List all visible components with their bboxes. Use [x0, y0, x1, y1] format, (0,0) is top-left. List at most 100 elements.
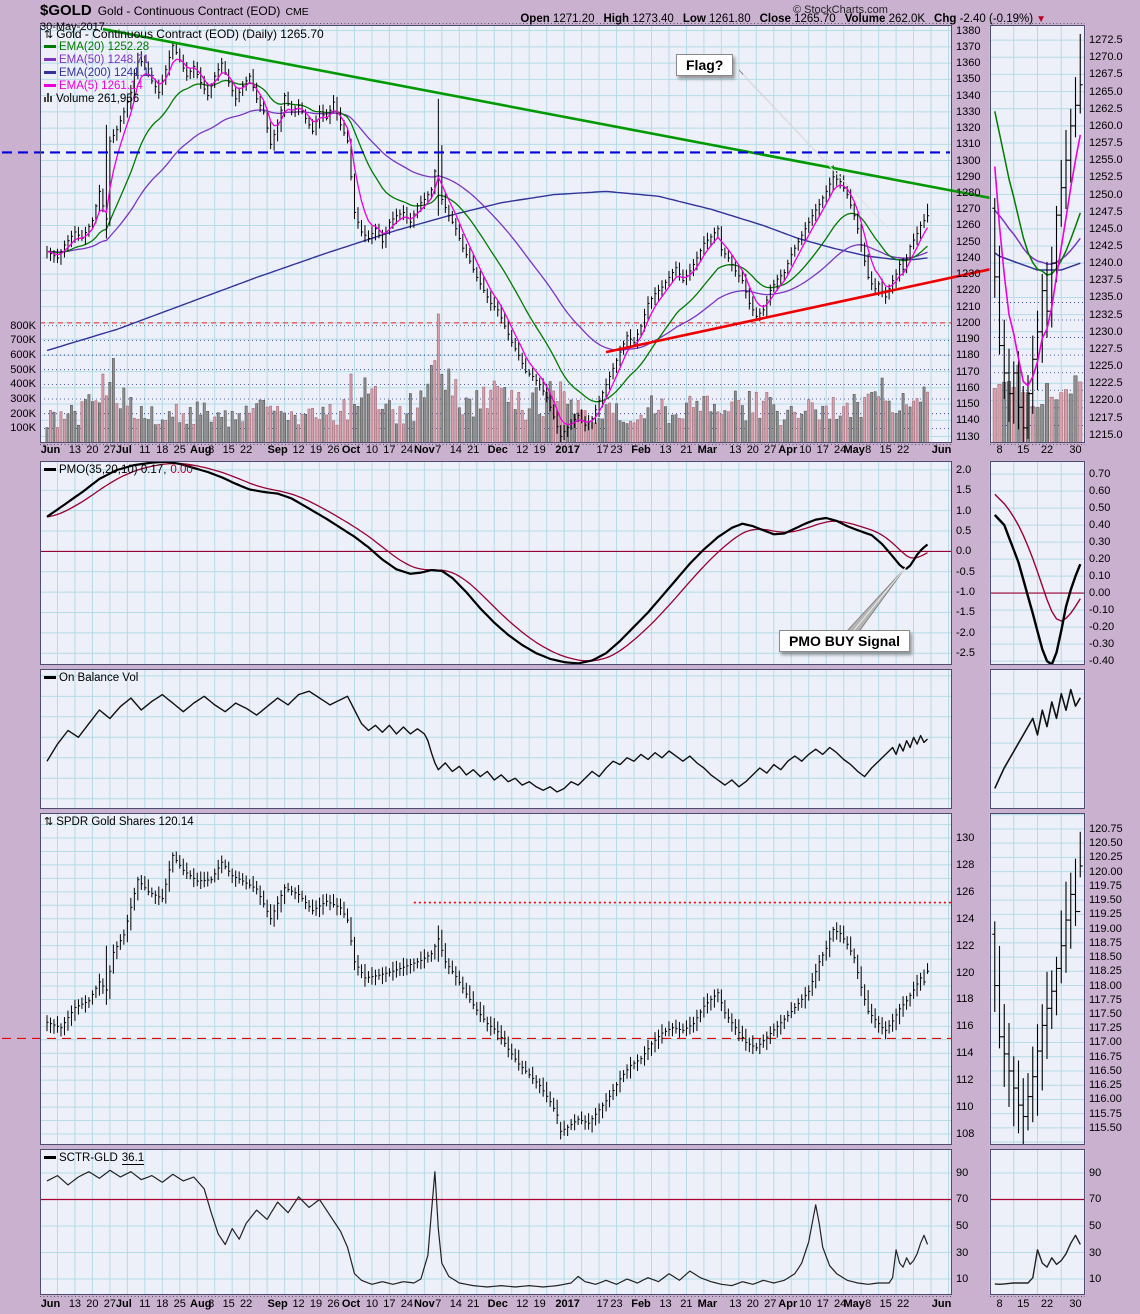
sctr-axis-label: 70	[956, 1193, 969, 1206]
sctr-axis-label: 50	[956, 1219, 969, 1232]
price-title: Gold - Continuous Contract (EOD) (Daily)…	[56, 27, 324, 41]
volume-axis-label: 400K	[10, 378, 36, 391]
exchange: CME	[285, 6, 309, 18]
obv-line-swatch	[44, 676, 56, 680]
spdr-legend: ⇅ SPDR Gold Shares 120.14	[44, 816, 194, 829]
price-inset-axis-label: 1267.5	[1089, 68, 1123, 81]
spdr-axis-label: 118	[956, 993, 974, 1006]
spdr-inset-axis-label: 119.25	[1089, 908, 1122, 921]
price-inset-axis-label: 1257.5	[1089, 137, 1123, 150]
pmo-inset-axis-label: 0.20	[1089, 553, 1111, 566]
obv-label: On Balance Vol	[59, 672, 139, 684]
x-axis-label: 27	[764, 444, 777, 456]
quote-value: 1271.20	[549, 13, 595, 25]
x-axis-label: 21	[680, 1298, 693, 1310]
x-axis-label: 11	[139, 444, 151, 456]
x-axis-label: 13	[68, 1298, 82, 1310]
price-inset-axis-label: 1245.0	[1089, 222, 1123, 235]
price-axis-label: 1220	[956, 284, 981, 297]
pmo-line	[46, 461, 929, 665]
price-axis-label: 1260	[956, 219, 981, 232]
price-axis-label: 1190	[956, 333, 980, 346]
ema-swatch	[44, 71, 56, 75]
price-inset-axis-label: 1215.0	[1089, 428, 1123, 441]
sctr-label: SCTR-GLD	[59, 1152, 118, 1164]
panel-border	[40, 25, 952, 443]
price-bars	[992, 33, 1083, 443]
pmo-axis-label: 1.5	[956, 484, 972, 497]
spdr-axis-label: 112	[956, 1074, 974, 1087]
ema-swatch	[44, 58, 56, 62]
ema-legend-rows: EMA(20) 1252.28 EMA(50) 1248.71 EMA(200) 1…	[44, 41, 324, 93]
x-axis-inset-label: 8	[996, 1298, 1003, 1310]
x-axis-inset-label: 30	[1069, 1298, 1082, 1310]
price-axis-label: 1130	[956, 430, 980, 443]
price-axis-label: 1370	[956, 40, 981, 53]
x-axis-inset-label: 22	[1040, 444, 1054, 456]
x-axis-top: Jun 13 20 27 Jul 11 18 25 Aug 8 15 22 Sep 12 19 26 Oct 10…	[0, 444, 1140, 459]
spdr-axis-label: 122	[956, 939, 975, 952]
sctr-axis-label: 10	[956, 1273, 969, 1285]
pmo-inset-axis-label: 0.40	[1089, 519, 1111, 532]
pmo-line	[993, 514, 1082, 665]
panel-border	[40, 1149, 952, 1295]
x-axis-label: 18	[156, 1298, 169, 1310]
pmo-signal-value: 0.00	[170, 464, 193, 476]
spdr-bars	[46, 851, 930, 1140]
x-axis-inset-label: 30	[1069, 444, 1082, 456]
x-axis-label: 8	[865, 444, 872, 456]
vertical-gridlines	[56, 25, 950, 443]
chart-type-icon: ⇅	[44, 29, 54, 41]
spdr-axis-label: 108	[956, 1127, 975, 1140]
quote-key: Close	[759, 13, 791, 25]
spdr-inset-axis-label: 117.50	[1089, 1008, 1122, 1021]
x-axis-label: 12	[292, 444, 305, 456]
quote-key: Chg	[934, 13, 957, 25]
x-axis-label: 17	[816, 1298, 829, 1310]
price-inset-axis-label: 1225.0	[1089, 360, 1123, 373]
x-axis-label: 27	[103, 1298, 116, 1310]
spdr-bars	[992, 831, 1083, 1145]
x-axis-label: May	[843, 444, 865, 456]
spdr-inset-axis-label: 116.75	[1089, 1050, 1122, 1063]
volume-bars	[45, 313, 929, 443]
price-inset-axis-label: 1272.5	[1089, 34, 1123, 47]
obv-line	[46, 690, 928, 793]
x-axis-label: 22	[240, 1298, 253, 1310]
callout-arrow-highlight	[742, 74, 889, 229]
volume-axis-label: 200K	[10, 407, 36, 420]
volume-axis-label: 500K	[10, 363, 36, 376]
x-axis-label: Mar	[697, 1298, 718, 1310]
x-axis-label: 10	[365, 444, 379, 456]
price-inset-axis-label: 1232.5	[1089, 308, 1123, 321]
pmo-inset-axis-label: 0.70	[1089, 468, 1111, 481]
price-axis-label: 1310	[956, 138, 981, 151]
quote-key: Open	[520, 13, 550, 25]
quote-summary: Open 1271.20 High 1273.40 Low 1261.80 Close…	[380, 13, 1046, 25]
spdr-inset-axis-label: 120.75	[1089, 822, 1123, 835]
x-axis-label: 24	[834, 1298, 847, 1310]
spdr-axis-label: 128	[956, 858, 975, 871]
volume-scale-dots	[40, 325, 952, 429]
x-axis-label: 15	[222, 444, 235, 456]
spdr-axis-label: 126	[956, 885, 975, 898]
spdr-inset-axis-label: 116.50	[1089, 1064, 1122, 1077]
pmo-inset-axis-label: -0.30	[1089, 638, 1115, 651]
horizontal-gridlines	[40, 1172, 952, 1280]
x-axis-label: Feb	[631, 444, 651, 456]
x-axis-label: Dec	[487, 1298, 508, 1310]
x-axis-label: 21	[467, 444, 480, 456]
sctr-axis-label: 30	[956, 1246, 969, 1259]
price-inset-axis-label: 1227.5	[1089, 342, 1123, 355]
sctr-value: 36.1	[121, 1152, 145, 1165]
pmo-inset-axis-label: 0.10	[1089, 570, 1111, 583]
ema-swatch	[44, 45, 56, 49]
pmo-axis-label: 0.5	[956, 525, 972, 538]
price-inset-axis-label: 1230.0	[1089, 325, 1123, 338]
price-inset-axis-label: 1250.0	[1089, 188, 1123, 201]
ema200-line	[46, 190, 928, 352]
x-axis-label: Jun	[40, 444, 61, 456]
panel-border	[990, 25, 1085, 443]
x-axis-label: 10	[799, 444, 812, 456]
